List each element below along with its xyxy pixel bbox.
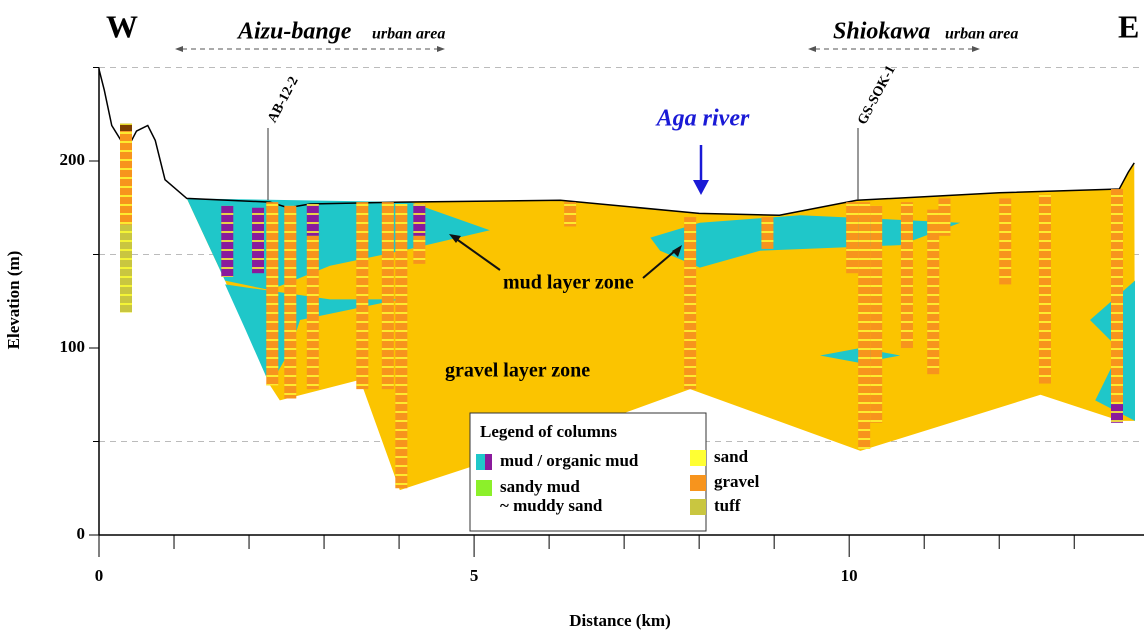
y-axis-label: Elevation (m) <box>4 251 23 350</box>
area-label: Shiokawa <box>833 19 930 45</box>
borehole-stripes <box>938 198 950 235</box>
river-arrow <box>693 145 709 195</box>
borehole-stripes <box>356 202 368 389</box>
borehole-label: GS-SOK-1 <box>855 63 899 127</box>
borehole-stripes <box>307 236 319 389</box>
legend-swatch <box>690 475 706 491</box>
legend-note: ~ muddy sand <box>500 496 603 515</box>
legend-swatch <box>476 454 485 470</box>
borehole-stripes <box>870 206 882 423</box>
x-tick-label: 5 <box>470 566 479 585</box>
legend-title: Legend of columns <box>480 422 617 441</box>
borehole-stripes <box>684 217 696 389</box>
river-label: Aga river <box>655 106 750 132</box>
borehole-stripes <box>413 204 425 236</box>
legend-swatch <box>690 450 706 466</box>
borehole-stripes <box>413 236 425 264</box>
borehole-stripes <box>120 131 132 225</box>
legend-label: gravel <box>714 472 760 491</box>
borehole-stripes <box>221 206 233 277</box>
legend-swatch <box>476 480 492 496</box>
area-note: urban area <box>945 26 1018 43</box>
legend-label: sand <box>714 447 749 466</box>
zone-label: gravel layer zone <box>445 360 590 382</box>
borehole-stripes <box>252 208 264 273</box>
chart: 0 100 200 0 5 10 W E Aizu-bange urban area Sh… <box>0 0 1144 634</box>
y-tick-label: 0 <box>77 524 86 543</box>
borehole-stripes <box>266 202 278 385</box>
legend-swatch <box>485 454 492 470</box>
borehole-stripes <box>564 202 576 226</box>
borehole-label: AB-12-2 <box>265 74 302 125</box>
x-axis-label: Distance (km) <box>569 611 671 630</box>
legend-label: tuff <box>714 496 741 515</box>
y-tick-label: 200 <box>60 150 86 169</box>
borehole-stripes <box>1039 195 1051 384</box>
area-arrows <box>175 46 980 52</box>
area-note: urban area <box>372 26 445 43</box>
area-label: Aizu-bange <box>236 19 352 45</box>
east-label: E <box>1118 8 1139 44</box>
borehole-stripes <box>120 225 132 313</box>
borehole-stripes <box>395 204 407 488</box>
x-tick-label: 0 <box>95 566 104 585</box>
borehole-stripes <box>761 217 773 249</box>
borehole-stripes <box>846 202 858 273</box>
borehole-stripes <box>1111 404 1123 423</box>
borehole-stripes <box>307 204 319 236</box>
legend-swatch <box>690 499 706 515</box>
y-tick-label: 100 <box>60 337 86 356</box>
borehole-stripes <box>858 202 870 449</box>
borehole-stripes <box>284 206 296 399</box>
west-label: W <box>106 8 138 44</box>
legend-label: sandy mud <box>500 477 580 496</box>
surface-line <box>99 69 1134 215</box>
borehole-stripes <box>1111 189 1123 404</box>
borehole-pointers <box>268 128 858 200</box>
x-tick-label: 10 <box>841 566 858 585</box>
borehole-stripes <box>120 124 132 131</box>
borehole-stripes <box>901 202 913 348</box>
borehole-stripes <box>382 202 394 389</box>
borehole-stripes <box>927 210 939 375</box>
borehole-stripes <box>999 198 1011 284</box>
legend-label: mud / organic mud <box>500 451 639 470</box>
zone-label: mud layer zone <box>503 272 634 294</box>
